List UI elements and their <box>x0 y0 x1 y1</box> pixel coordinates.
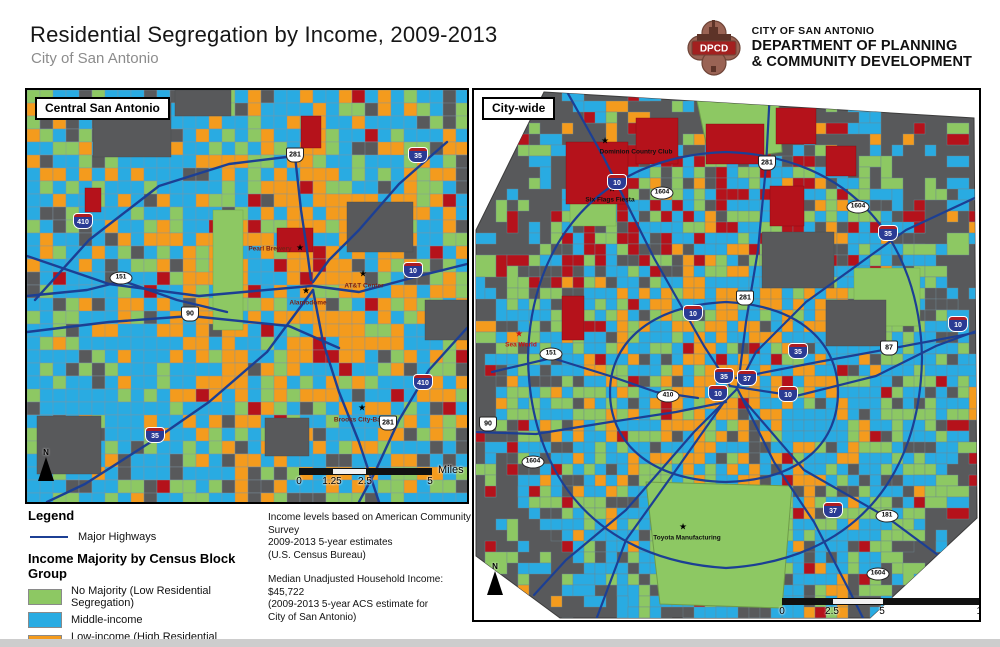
highway-line-icon <box>30 536 68 538</box>
place-star-icon: ★ <box>600 135 610 146</box>
highway-shield-90: 90 <box>181 306 199 322</box>
source-notes: Income levels based on American Communit… <box>268 512 473 636</box>
highway-shield-35: 35 <box>146 428 164 442</box>
highway-shield-1604: 1604 <box>866 567 890 581</box>
place-label: Toyota Manufacturing <box>653 534 721 542</box>
map-label-citywide: City-wide <box>482 97 556 120</box>
place-label: Six Flags Fiesta <box>585 196 635 204</box>
highway-shield-10: 10 <box>608 175 626 189</box>
place-star-icon: ★ <box>678 521 688 532</box>
place-star-icon: ★ <box>295 242 305 253</box>
central-map-canvas <box>27 90 467 502</box>
agency-name: CITY OF SAN ANTONIO DEPARTMENT OF PLANNI… <box>751 24 972 70</box>
agency-city: CITY OF SAN ANTONIO <box>751 24 875 37</box>
highway-shield-1604: 1604 <box>650 186 674 200</box>
highway-shield-35: 35 <box>409 148 427 162</box>
legend-item: Middle-income <box>28 612 258 628</box>
legend: Legend Major Highways Income Majority by… <box>28 508 258 647</box>
highway-shield-281: 281 <box>286 147 304 163</box>
scale-bar: 0 1.25 2.5 5 Miles <box>296 464 463 487</box>
legend-items: No Majority (Low Residential Segregation… <box>28 585 258 647</box>
scale-tick-label: 10 <box>976 606 979 617</box>
highway-shield-10: 10 <box>949 317 967 331</box>
page-title: Residential Segregation by Income, 2009-… <box>30 22 498 47</box>
north-arrow-icon <box>38 457 54 481</box>
highway-shield-35: 35 <box>715 369 733 383</box>
highway-shield-87: 87 <box>880 340 898 356</box>
legend-color-swatch <box>28 612 62 628</box>
map-label-central: Central San Antonio <box>35 97 170 120</box>
scale-tick-label: 1.25 <box>322 476 342 487</box>
highway-shield-10: 10 <box>709 386 727 400</box>
highway-shield-10: 10 <box>779 387 797 401</box>
scale-unit-label: Miles <box>438 464 464 476</box>
highway-shield-10: 10 <box>404 263 422 277</box>
legend-item-label: Major Highways <box>78 531 157 543</box>
scale-bar: 02.5510Miles <box>779 598 979 617</box>
legend-item-label: No Majority (Low Residential Segregation… <box>71 585 211 609</box>
acs-source-note: Income levels based on American Communit… <box>268 512 471 561</box>
legend-item-label: Middle-income <box>71 614 143 626</box>
scale-tick-label: 0 <box>779 606 785 617</box>
scale-tick-label: 5 <box>427 476 433 487</box>
place-star-icon: ★ <box>358 268 368 279</box>
page-edge-strip <box>0 639 1000 647</box>
legend-item-major-highways: Major Highways <box>30 531 258 543</box>
highway-shield-410: 410 <box>656 389 680 403</box>
place-label: Dominion Country Club <box>599 148 673 156</box>
agency-dept-1: DEPARTMENT OF PLANNING <box>751 37 958 54</box>
highway-shield-10: 10 <box>684 306 702 320</box>
highway-shield-281: 281 <box>758 155 776 171</box>
highway-shield-37: 37 <box>738 371 756 385</box>
place-star-icon: ★ <box>514 328 524 339</box>
citywide-map-canvas <box>475 91 978 619</box>
highway-shield-37: 37 <box>824 503 842 517</box>
highway-shield-410: 410 <box>74 214 92 228</box>
highway-shield-151: 151 <box>539 347 563 361</box>
legend-item: No Majority (Low Residential Segregation… <box>28 585 258 609</box>
scale-tick-label: 0 <box>296 476 302 487</box>
north-arrow: N <box>37 448 55 481</box>
place-star-icon: ★ <box>357 402 367 413</box>
dpcd-logo-icon: DPCD <box>687 20 741 76</box>
place-label: AT&T Center <box>344 282 384 290</box>
highway-shield-181: 181 <box>875 509 899 523</box>
highway-shield-1604: 1604 <box>521 455 545 469</box>
highway-shield-35: 35 <box>789 344 807 358</box>
legend-title: Legend <box>28 508 75 523</box>
legend-color-swatch <box>28 589 62 605</box>
place-label: Pearl Brewery <box>248 245 292 253</box>
legend-section-title: Income Majority by Census Block Group <box>28 551 236 581</box>
highway-shield-1604: 1604 <box>846 200 870 214</box>
place-label: Alamodome <box>289 299 327 307</box>
highway-shield-281: 281 <box>736 290 754 306</box>
north-arrow-icon <box>487 571 503 595</box>
scale-tick-label: 2.5 <box>825 606 839 617</box>
median-income-note: Median Unadjusted Household Income: $45,… <box>268 574 444 623</box>
scale-tick-label: 2.5 <box>358 476 372 487</box>
agency-branding: DPCD CITY OF SAN ANTONIO DEPARTMENT OF P… <box>685 18 972 78</box>
place-label: Brooks City-Base <box>333 416 389 424</box>
highway-shield-35: 35 <box>879 226 897 240</box>
agency-dept-2: & COMMUNITY DEVELOPMENT <box>751 53 972 70</box>
place-label: Sea World <box>505 341 537 349</box>
page-subtitle: City of San Antonio <box>31 50 159 67</box>
highway-shield-151: 151 <box>109 271 133 285</box>
dpcd-acronym: DPCD <box>699 44 727 55</box>
map-central-san-antonio: Central San Antonio N 281 35 410 151 90 10 35 4… <box>25 88 469 504</box>
north-arrow: N <box>486 562 504 595</box>
scale-tick-label: 5 <box>879 606 885 617</box>
highway-shield-90: 90 <box>479 416 497 432</box>
place-star-icon: ★ <box>301 285 311 296</box>
highway-shield-410: 410 <box>414 375 432 389</box>
highway-shield-281: 281 <box>379 415 397 431</box>
map-city-wide: City-wide N 10 1604 281 1604 35 10 281 35 35 37 10… <box>472 88 981 622</box>
